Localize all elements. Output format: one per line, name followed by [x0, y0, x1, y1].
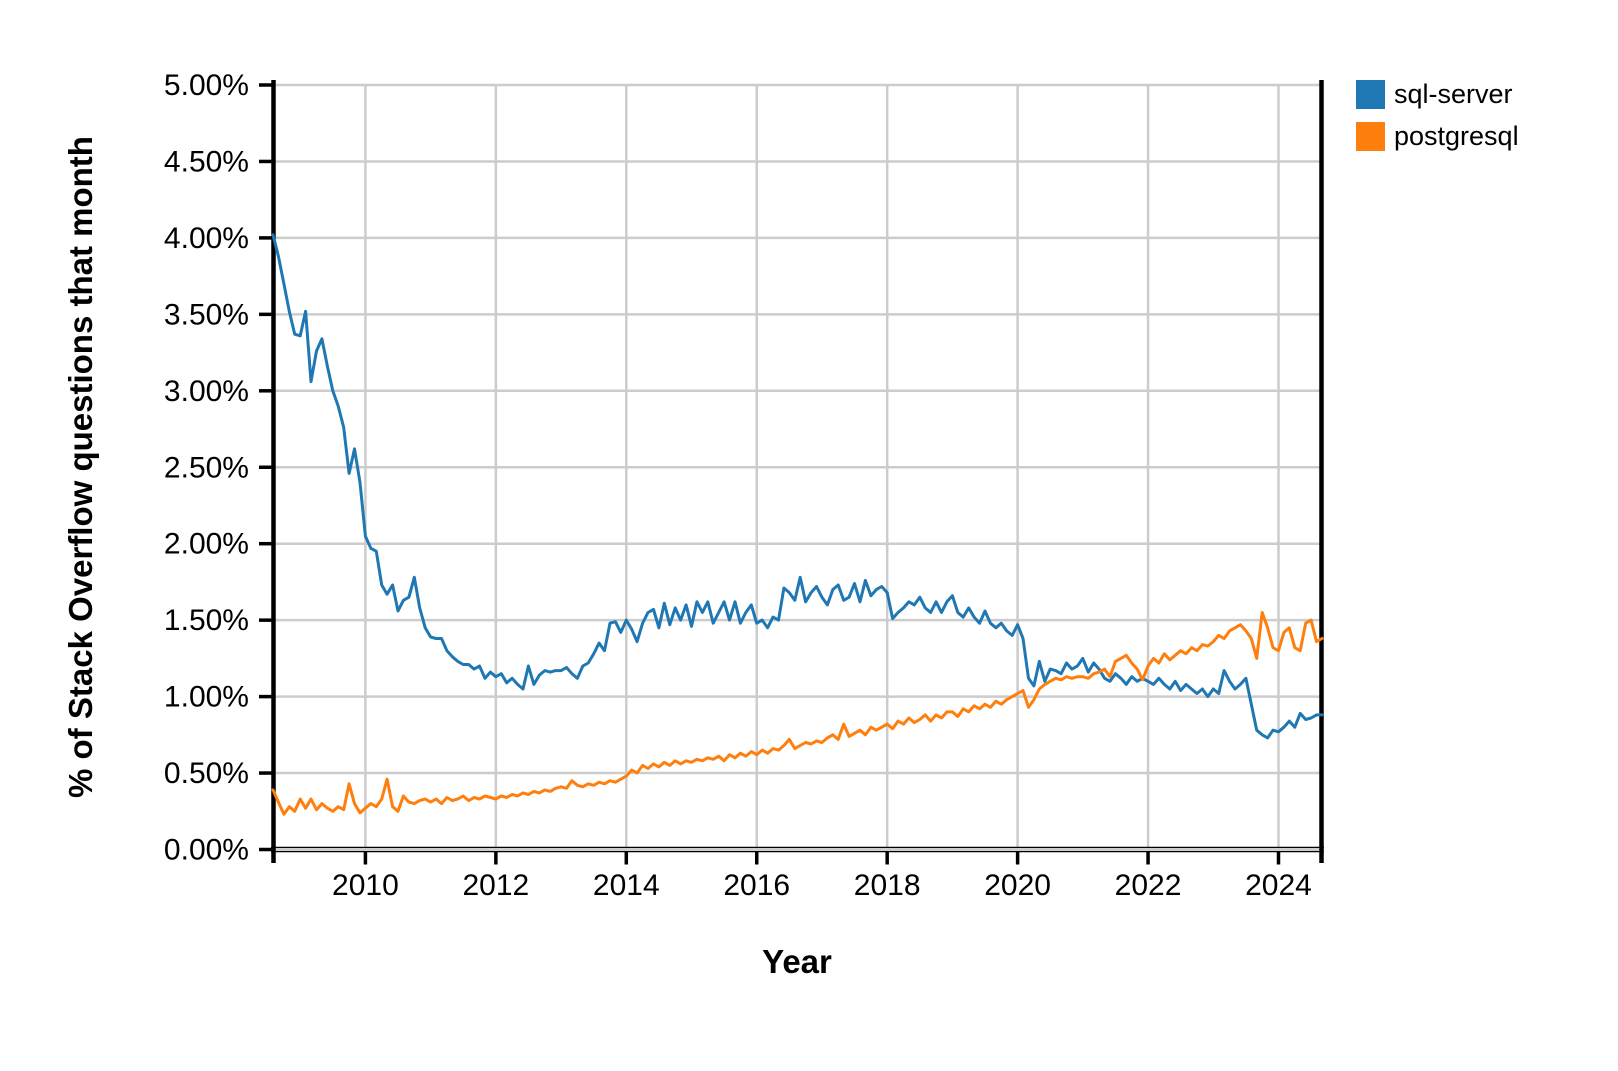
x-tick-label: 2012 — [462, 869, 529, 902]
legend-swatch-postgresql — [1356, 122, 1385, 151]
y-tick-label: 1.00% — [164, 681, 249, 714]
legend-item-postgresql: postgresql — [1356, 121, 1519, 151]
legend-item-sql-server: sql-server — [1356, 79, 1513, 109]
x-tick-label: 2010 — [332, 869, 399, 902]
x-tick-label: 2020 — [984, 869, 1051, 902]
y-tick-label: 4.50% — [164, 145, 249, 178]
x-tick-label: 2016 — [723, 869, 790, 902]
axis-spines-layer — [271, 80, 1324, 863]
postgresql-line — [271, 611, 1324, 816]
y-tick-label: 2.00% — [164, 528, 249, 561]
y-tick-label: 2.50% — [164, 451, 249, 484]
x-tick-label: 2018 — [854, 869, 921, 902]
legend: sql-server postgresql — [1356, 79, 1519, 151]
y-tick-label: 4.00% — [164, 222, 249, 255]
y-tick-label: 0.50% — [164, 757, 249, 790]
y-tick-label: 3.50% — [164, 298, 249, 331]
x-tick-label: 2024 — [1245, 869, 1312, 902]
x-tick-label: 2014 — [593, 869, 660, 902]
data-series-layer — [271, 233, 1324, 816]
x-axis-title: Year — [762, 943, 832, 980]
y-tick-label: 1.50% — [164, 604, 249, 637]
y-tick-label: 0.00% — [164, 834, 249, 867]
axis-ticks-layer — [259, 83, 1281, 865]
y-tick-label: 3.00% — [164, 375, 249, 408]
y-axis-title: % of Stack Overflow questions that month — [62, 136, 99, 798]
x-tick-label: 2022 — [1115, 869, 1182, 902]
y-tick-label: 5.00% — [164, 69, 249, 102]
legend-label-postgresql: postgresql — [1394, 121, 1519, 151]
sql-server-line — [271, 233, 1324, 740]
legend-swatch-sql-server — [1356, 80, 1385, 109]
tick-labels-layer: 0.00% 0.50% 1.00% 1.50% 2.00% 2.50% 3.00% 3.50%… — [164, 69, 1312, 902]
legend-label-sql-server: sql-server — [1394, 79, 1513, 109]
gridlines-layer — [273, 83, 1322, 850]
